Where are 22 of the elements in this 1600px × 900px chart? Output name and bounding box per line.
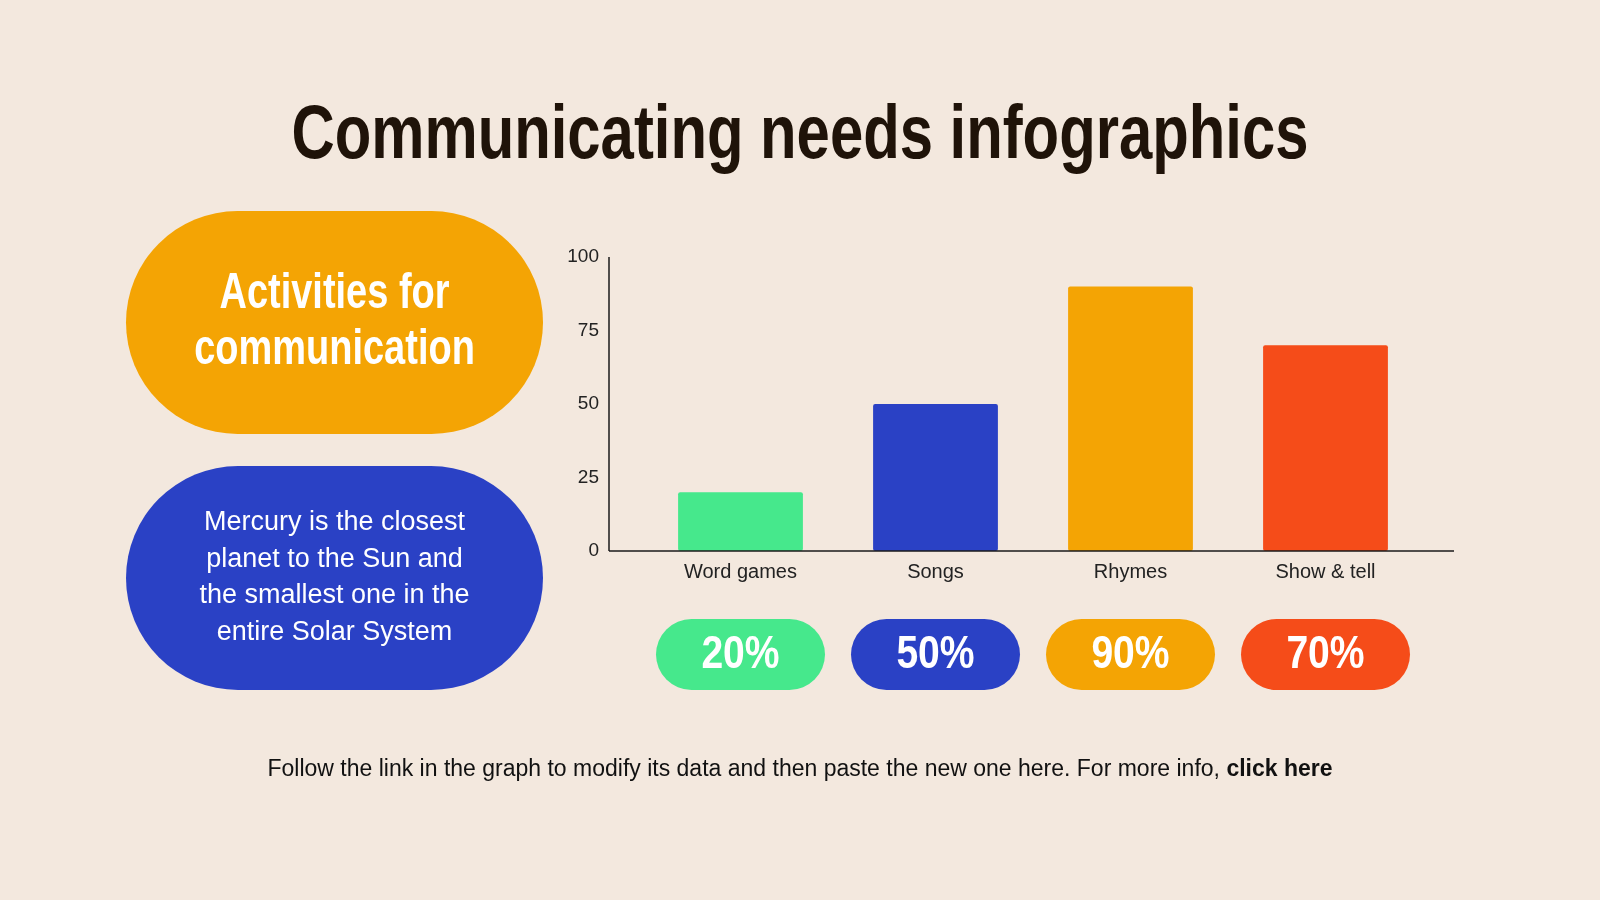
x-tick-label: Songs <box>907 560 964 583</box>
data-label: 20% <box>701 626 780 678</box>
chart-title: Communicating needs infographics <box>291 89 1309 174</box>
bar <box>1263 345 1388 551</box>
data-label: 70% <box>1286 626 1365 678</box>
text: Activities for communication <box>194 262 475 374</box>
bar <box>1068 286 1193 551</box>
x-tick-label: Rhymes <box>1093 560 1168 583</box>
bar <box>678 492 803 551</box>
x-tick-label: Word games <box>683 560 798 583</box>
x-tick-label: Show & tell <box>1275 560 1376 583</box>
text: Mercury is the closest planet to the Sun and the smallest one in the entire Solar System <box>199 506 470 646</box>
text: Follow the link in the graph to modify its data and then paste the new one here. For more info, <box>267 755 1220 782</box>
bar <box>873 404 998 551</box>
data-label: 90% <box>1091 626 1170 678</box>
y-tick-label: 0 <box>588 539 599 561</box>
y-tick-label: 50 <box>577 392 599 414</box>
data-label: 50% <box>896 626 975 678</box>
y-tick-label: 75 <box>577 318 599 340</box>
y-tick-label: 25 <box>577 465 599 487</box>
text: click here <box>1226 755 1333 782</box>
y-tick-label: 100 <box>567 245 599 267</box>
